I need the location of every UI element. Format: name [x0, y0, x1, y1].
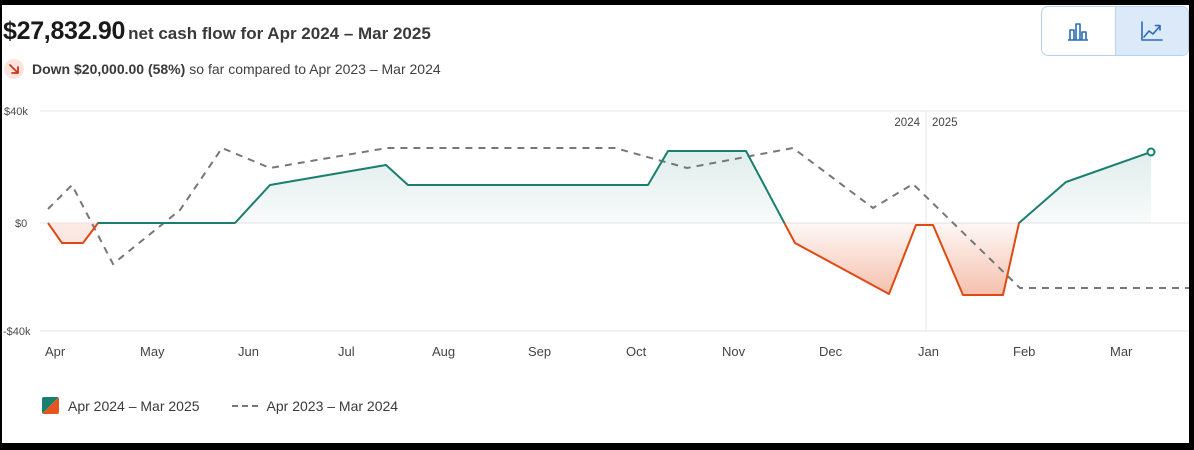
change-context: so far compared to Apr 2023 – Mar 2024	[189, 61, 441, 77]
comparison-summary: Down $20,000.00 (58%) so far compared to…	[4, 59, 441, 79]
legend-current-swatch-icon	[42, 397, 59, 414]
year-label-left: 2024	[894, 117, 920, 129]
svg-text:Jun: Jun	[238, 344, 259, 359]
svg-text:Nov: Nov	[722, 344, 746, 359]
last-point-marker	[1146, 147, 1156, 157]
legend-current-label: Apr 2024 – Mar 2025	[68, 397, 200, 414]
legend-current[interactable]: Apr 2024 – Mar 2025	[42, 397, 200, 414]
bar-chart-icon	[1068, 23, 1089, 41]
legend-previous[interactable]: Apr 2023 – Mar 2024	[231, 397, 399, 414]
svg-text:Jan: Jan	[918, 344, 939, 359]
change-amount: Down $20,000.00 (58%)	[32, 61, 186, 77]
legend-dashed-line-icon	[231, 404, 258, 407]
svg-text:Oct: Oct	[626, 344, 647, 359]
headline-period: net cash flow for Apr 2024 – Mar 2025	[128, 24, 431, 43]
line-chart: $40k $0 -$40k 2024 2025 Apr May Jun Jul …	[3, 106, 1189, 359]
net-cash-flow-amount: $27,832.90	[3, 17, 126, 45]
y-tick-0: $0	[15, 218, 27, 230]
chart-type-toggle	[1041, 6, 1189, 56]
svg-text:Sep: Sep	[528, 344, 551, 359]
y-tick-40k: $40k	[4, 106, 28, 118]
line-chart-view-button[interactable]	[1114, 7, 1188, 55]
year-label-right: 2025	[932, 117, 958, 129]
x-axis-labels: Apr May Jun Jul Aug Sep Oct Nov Dec Jan …	[45, 344, 1133, 359]
svg-text:May: May	[140, 344, 165, 359]
line-chart-icon	[1140, 21, 1163, 41]
y-tick-neg40k: -$40k	[3, 326, 31, 338]
svg-text:Aug: Aug	[432, 344, 455, 359]
legend-previous-label: Apr 2023 – Mar 2024	[266, 397, 399, 414]
chart-legend: Apr 2024 – Mar 2025 Apr 2023 – Mar 2024	[42, 397, 430, 414]
svg-text:Apr: Apr	[45, 344, 66, 359]
arrow-down-right-icon	[4, 59, 24, 79]
cash-flow-card: $27,832.90 net cash flow for Apr 2024 – M…	[2, 5, 1189, 443]
bar-chart-view-button[interactable]	[1042, 7, 1115, 55]
svg-text:Jul: Jul	[338, 344, 355, 359]
headline: $27,832.90 net cash flow for Apr 2024 – M…	[3, 17, 431, 46]
current-series-line	[47, 147, 1156, 296]
svg-text:Mar: Mar	[1110, 344, 1133, 359]
previous-series-line	[47, 146, 1189, 289]
svg-text:Dec: Dec	[819, 344, 843, 359]
svg-text:Feb: Feb	[1013, 344, 1035, 359]
